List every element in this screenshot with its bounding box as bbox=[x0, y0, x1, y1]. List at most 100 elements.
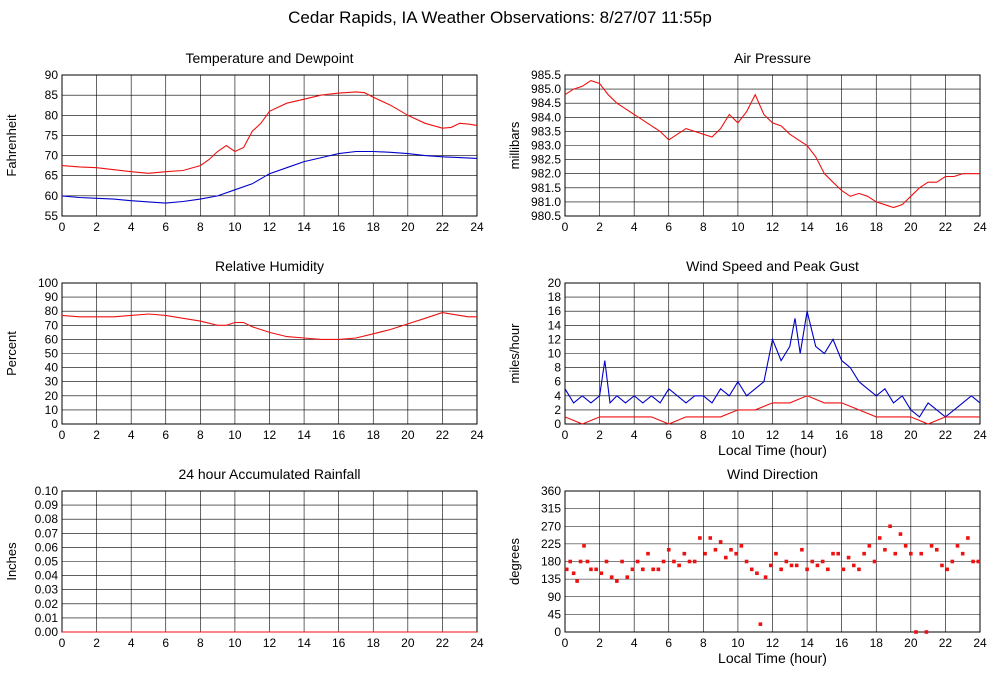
humidity-xtick-label: 2 bbox=[93, 428, 100, 442]
humidity-xtick-label: 6 bbox=[162, 428, 169, 442]
rain-ytick-label: 0.04 bbox=[35, 569, 59, 583]
pressure-ytick-label: 980.5 bbox=[531, 209, 561, 223]
wind-xtick-label: 22 bbox=[939, 428, 953, 442]
pressure-title: Air Pressure bbox=[734, 50, 811, 66]
temp-ytick-label: 90 bbox=[45, 68, 59, 82]
wind-xtick-label: 14 bbox=[800, 428, 814, 442]
winddir-point bbox=[568, 559, 572, 564]
humidity-xtick-label: 16 bbox=[332, 428, 346, 442]
winddir-xtick-label: 10 bbox=[731, 636, 745, 650]
winddir-point bbox=[794, 563, 799, 568]
winddir-point bbox=[604, 559, 609, 564]
winddir-point bbox=[888, 524, 892, 529]
winddir-point bbox=[744, 559, 749, 564]
winddir-point bbox=[564, 567, 569, 572]
winddir-point bbox=[734, 551, 738, 556]
winddir-point bbox=[698, 536, 702, 540]
page-title: Cedar Rapids, IA Weather Observations: 8… bbox=[288, 8, 712, 27]
winddir-point bbox=[851, 563, 856, 568]
winddir-point bbox=[651, 567, 655, 572]
winddir-point bbox=[641, 567, 645, 572]
winddir-xtick-label: 24 bbox=[973, 636, 987, 650]
temp-xtick-label: 18 bbox=[367, 220, 381, 234]
winddir-point bbox=[914, 630, 918, 634]
winddir-point bbox=[718, 540, 723, 544]
wind-series-line-1 bbox=[564, 395, 980, 425]
winddir-point bbox=[810, 559, 815, 564]
humidity-ytick-label: 90 bbox=[45, 290, 59, 304]
humidity-ytick-label: 60 bbox=[45, 332, 59, 346]
pressure-xtick-label: 22 bbox=[939, 220, 953, 234]
temp-ytick-label: 75 bbox=[45, 128, 59, 142]
winddir-xlabel: Local Time (hour) bbox=[718, 650, 827, 666]
winddir-point bbox=[924, 630, 929, 634]
temp-xtick-label: 10 bbox=[228, 220, 242, 234]
winddir-point bbox=[893, 551, 898, 556]
wind-ytick-label: 8 bbox=[554, 361, 561, 375]
temp-ytick-label: 80 bbox=[45, 108, 59, 122]
rain-xtick-label: 24 bbox=[470, 636, 484, 650]
winddir-ytick-label: 0 bbox=[554, 625, 561, 639]
wind-xtick-label: 0 bbox=[562, 428, 569, 442]
winddir-point bbox=[594, 567, 598, 572]
rain-ytick-label: 0.05 bbox=[35, 555, 59, 569]
winddir-point bbox=[630, 567, 635, 572]
winddir-point bbox=[872, 559, 877, 564]
temp-ytick-label: 85 bbox=[45, 88, 59, 102]
pressure-xtick-label: 0 bbox=[562, 220, 569, 234]
winddir-ytick-label: 315 bbox=[541, 502, 561, 516]
winddir-title: Wind Direction bbox=[727, 466, 818, 482]
rain-ytick-label: 0.00 bbox=[35, 625, 59, 639]
wind-ytick-label: 4 bbox=[554, 389, 561, 403]
rain-xtick-label: 8 bbox=[197, 636, 204, 650]
rain-xtick-label: 12 bbox=[263, 636, 277, 650]
temp-ytick-label: 60 bbox=[45, 189, 59, 203]
winddir-point bbox=[672, 559, 676, 564]
humidity-ytick-label: 30 bbox=[45, 375, 59, 389]
temp-ytick-label: 55 bbox=[45, 209, 59, 223]
wind-ytick-label: 2 bbox=[554, 403, 561, 417]
pressure-series-line-0 bbox=[564, 79, 980, 209]
winddir-ytick-label: 225 bbox=[541, 537, 561, 551]
humidity-ytick-label: 80 bbox=[45, 304, 59, 318]
winddir-point bbox=[966, 536, 970, 540]
winddir-ytick-label: 45 bbox=[548, 607, 562, 621]
humidity-xtick-label: 24 bbox=[470, 428, 484, 442]
winddir-point bbox=[625, 575, 630, 579]
temp-xtick-label: 22 bbox=[436, 220, 450, 234]
winddir-point bbox=[945, 567, 949, 572]
pressure-ytick-label: 984.5 bbox=[531, 96, 561, 110]
rain-xtick-label: 16 bbox=[332, 636, 346, 650]
winddir-point bbox=[661, 559, 666, 564]
wind-xtick-label: 16 bbox=[835, 428, 849, 442]
temp-xtick-label: 0 bbox=[59, 220, 66, 234]
wind-xtick-label: 10 bbox=[731, 428, 745, 442]
wind-xtick-label: 4 bbox=[631, 428, 638, 442]
winddir-point bbox=[646, 551, 650, 556]
humidity-series-line-0 bbox=[61, 312, 477, 340]
rain-xtick-label: 22 bbox=[436, 636, 450, 650]
winddir-point bbox=[909, 551, 913, 556]
temp-xtick-label: 8 bbox=[197, 220, 204, 234]
winddir-xtick-label: 16 bbox=[835, 636, 849, 650]
temp-xtick-label: 2 bbox=[93, 220, 100, 234]
humidity-xtick-label: 0 bbox=[59, 428, 66, 442]
temp-series-line-1 bbox=[61, 150, 478, 204]
humidity-ylabel: Percent bbox=[4, 331, 19, 376]
winddir-point bbox=[877, 536, 882, 540]
temp-xtick-label: 20 bbox=[401, 220, 415, 234]
humidity-xtick-label: 10 bbox=[228, 428, 242, 442]
winddir-point bbox=[682, 551, 687, 556]
wind-title: Wind Speed and Peak Gust bbox=[686, 258, 859, 274]
winddir-point bbox=[831, 551, 835, 556]
wind-xlabel: Local Time (hour) bbox=[718, 442, 827, 458]
humidity-ytick-label: 100 bbox=[38, 276, 58, 290]
winddir-point bbox=[677, 563, 681, 568]
winddir-point bbox=[575, 579, 579, 583]
rain-ytick-label: 0.06 bbox=[35, 540, 59, 554]
winddir-point bbox=[940, 563, 944, 568]
rain-xtick-label: 14 bbox=[297, 636, 311, 650]
rain-ytick-label: 0.03 bbox=[35, 583, 59, 597]
